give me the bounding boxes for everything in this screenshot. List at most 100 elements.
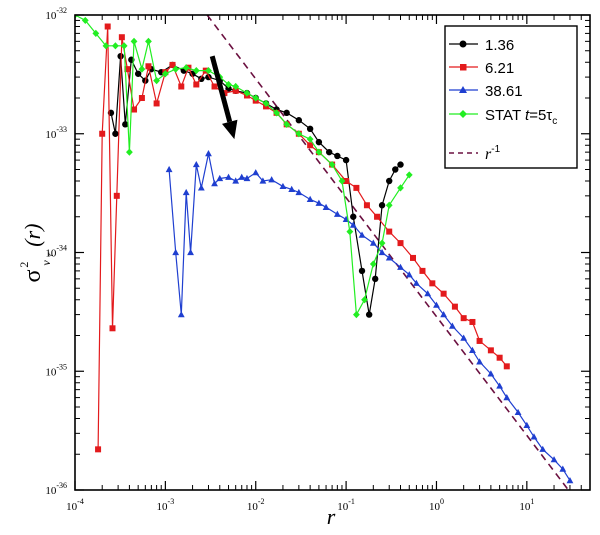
data-point-1-36 <box>392 166 399 173</box>
data-point-38-61 <box>487 370 495 377</box>
data-point-38-61 <box>440 310 448 318</box>
data-point-6-21 <box>353 184 360 191</box>
data-point-38-61 <box>460 334 468 341</box>
data-point-38-61 <box>566 476 574 484</box>
data-point-6-21 <box>419 267 426 274</box>
data-point-6-21 <box>469 318 476 325</box>
data-point-stat-t-5-c <box>397 184 404 192</box>
data-point-stat-t-5-c <box>378 239 386 247</box>
data-point-stat-t-5-c <box>262 99 270 108</box>
data-point-38-61 <box>211 180 218 187</box>
y-axis-label-sigma: σ <box>20 270 46 283</box>
data-point-stat-t-5-c <box>182 64 190 72</box>
data-point-stat-t-5-c <box>130 37 138 45</box>
data-point-stat-t-5-c <box>81 16 89 25</box>
x-tick-label: 100 <box>429 497 444 513</box>
data-point-38-61 <box>306 195 314 202</box>
data-point-6-21 <box>503 363 510 370</box>
data-point-stat-t-5-c <box>283 120 291 128</box>
data-point-stat-t-5-c <box>120 42 128 50</box>
data-point-38-61 <box>279 182 287 190</box>
data-point-38-61 <box>496 382 504 389</box>
data-point-stat-t-5-c <box>295 130 303 138</box>
data-point-6-21 <box>476 337 483 344</box>
data-point-1-36 <box>386 177 393 185</box>
data-point-1-36 <box>365 311 373 318</box>
y-axis-label-sub: v <box>39 260 53 266</box>
data-point-stat-t-5-c <box>361 296 368 304</box>
y-axis-label: σ 2 v r (r) <box>17 224 55 283</box>
data-point-6-21 <box>169 61 176 68</box>
data-point-stat-t-5-c <box>352 310 360 319</box>
y-tick-label: 10-33 <box>45 125 67 141</box>
data-point-1-36 <box>134 70 142 77</box>
data-point-6-21 <box>410 254 417 261</box>
data-point-1-36 <box>117 52 124 60</box>
data-point-38-61 <box>469 346 476 353</box>
data-point-stat-t-5-c <box>126 148 133 156</box>
data-point-1-36 <box>295 117 303 124</box>
data-point-38-61 <box>550 456 558 463</box>
data-point-38-61 <box>369 239 377 246</box>
data-point-38-61 <box>315 199 323 206</box>
data-point-stat-t-5-c <box>138 65 146 73</box>
data-point-stat-t-5-c <box>328 160 336 169</box>
legend-box <box>444 25 578 169</box>
x-axis-label: r <box>327 504 336 529</box>
legend-label-reference-r: r <box>485 146 492 163</box>
legend-marker-1-36 <box>459 40 467 48</box>
data-point-38-61 <box>197 184 205 191</box>
data-point-stat-t-5-c <box>205 67 212 75</box>
data-point-38-61 <box>205 150 212 157</box>
legend-marker-stat <box>459 110 467 118</box>
data-point-38-61 <box>358 231 366 238</box>
data-point-stat-t-5-c <box>273 109 280 117</box>
data-point-6-21 <box>109 325 116 332</box>
data-point-stat-t-5-c <box>145 37 152 45</box>
data-point-stat-t-5-c <box>315 148 323 156</box>
data-point-6-21 <box>451 303 458 310</box>
data-point-stat-t-5-c <box>75 15 79 19</box>
legend-label-1-36: 1.36 <box>485 37 514 54</box>
legend-label-reference: r-1 <box>485 144 501 163</box>
data-point-stat-t-5-c <box>243 89 251 97</box>
plot-frame <box>74 14 591 491</box>
data-point-1-36 <box>358 267 366 275</box>
data-point-38-61 <box>187 248 194 256</box>
data-point-6-21 <box>104 23 111 30</box>
data-point-stat-t-5-c <box>405 171 413 179</box>
data-point-1-36 <box>122 121 129 128</box>
data-point-6-21 <box>178 83 185 90</box>
series-line-6-21 <box>97 26 508 450</box>
data-point-38-61 <box>333 210 341 217</box>
data-point-6-21 <box>232 87 239 94</box>
data-point-stat-t-5-c <box>338 177 346 185</box>
x-tick-label: 10-1 <box>337 497 355 513</box>
data-point-38-61 <box>232 177 240 184</box>
legend-marker-38-61 <box>459 86 467 93</box>
data-point-1-36 <box>306 125 314 133</box>
x-tick-label: 101 <box>519 497 534 513</box>
data-point-6-21 <box>193 81 200 88</box>
data-point-6-21 <box>113 192 120 199</box>
data-point-38-61 <box>288 185 296 192</box>
annotation-arrow-head <box>221 119 238 140</box>
y-axis-label-subsub: r <box>45 252 55 256</box>
data-point-6-21 <box>496 354 503 361</box>
legend: 1.36 6.21 38.61 STAT t=5τc r-1 <box>444 25 578 169</box>
data-point-stat-t-5-c <box>385 201 393 209</box>
data-point-stat-t-5-c <box>232 82 240 91</box>
data-point-stat-t-5-c <box>161 70 169 78</box>
data-point-38-61 <box>413 279 420 286</box>
data-point-6-21 <box>118 34 125 41</box>
data-point-6-21 <box>386 228 393 235</box>
y-tick-label: 10-34 <box>45 244 67 260</box>
data-point-6-21 <box>460 315 467 322</box>
data-point-1-36 <box>350 213 357 220</box>
y-tick-label: 10-36 <box>45 481 67 497</box>
data-point-stat-t-5-c <box>112 42 119 50</box>
data-point-6-21 <box>487 347 494 354</box>
plot-series <box>75 15 574 490</box>
data-point-38-61 <box>268 176 276 183</box>
